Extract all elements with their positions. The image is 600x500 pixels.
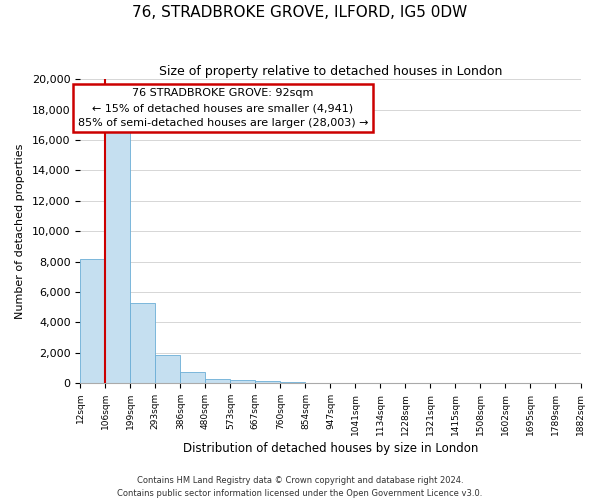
Bar — [256, 381, 280, 383]
Bar — [305, 382, 331, 383]
Bar — [80, 258, 106, 383]
Text: 76 STRADBROKE GROVE: 92sqm
← 15% of detached houses are smaller (4,941)
85% of s: 76 STRADBROKE GROVE: 92sqm ← 15% of deta… — [77, 88, 368, 128]
Title: Size of property relative to detached houses in London: Size of property relative to detached ho… — [159, 65, 502, 78]
Bar — [106, 131, 130, 383]
X-axis label: Distribution of detached houses by size in London: Distribution of detached houses by size … — [183, 442, 478, 455]
Bar — [230, 380, 256, 383]
Bar — [205, 379, 230, 383]
Text: 76, STRADBROKE GROVE, ILFORD, IG5 0DW: 76, STRADBROKE GROVE, ILFORD, IG5 0DW — [133, 5, 467, 20]
Bar — [130, 302, 155, 383]
Bar — [155, 355, 181, 383]
Bar — [181, 372, 205, 383]
Bar — [280, 382, 305, 383]
Text: Contains HM Land Registry data © Crown copyright and database right 2024.
Contai: Contains HM Land Registry data © Crown c… — [118, 476, 482, 498]
Y-axis label: Number of detached properties: Number of detached properties — [15, 144, 25, 319]
